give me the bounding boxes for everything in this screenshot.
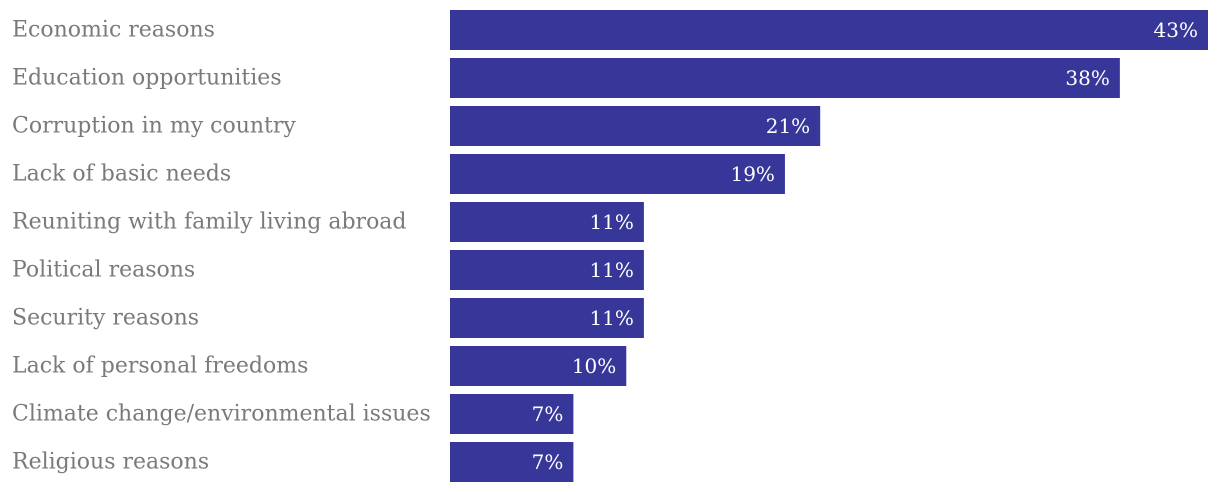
- bar-row: Security reasons 11%: [12, 298, 644, 338]
- value-label: 7%: [532, 450, 564, 474]
- bar-row: Corruption in my country 21%: [12, 106, 821, 146]
- bar: [450, 10, 1208, 50]
- bar: [450, 106, 821, 146]
- value-label: 11%: [589, 306, 633, 330]
- value-label: 7%: [532, 402, 564, 426]
- category-label: Political reasons: [12, 258, 195, 283]
- category-label: Security reasons: [12, 306, 199, 331]
- value-label: 10%: [572, 354, 616, 378]
- bar: [450, 346, 627, 386]
- category-label: Education opportunities: [12, 66, 282, 91]
- category-label: Corruption in my country: [12, 114, 296, 139]
- category-label: Reuniting with family living abroad: [12, 210, 407, 235]
- bar-row: Religious reasons 7%: [12, 442, 574, 482]
- category-label: Climate change/environmental issues: [12, 402, 431, 427]
- category-label: Lack of personal freedoms: [12, 354, 308, 379]
- bar-row: Reuniting with family living abroad 11%: [12, 202, 644, 242]
- bar-row: Lack of personal freedoms 10%: [12, 346, 627, 386]
- category-label: Lack of basic needs: [12, 162, 231, 187]
- bars-group: Economic reasons 43% Education opportuniti…: [12, 10, 1208, 482]
- value-label: 43%: [1154, 18, 1198, 42]
- category-label: Economic reasons: [12, 18, 215, 43]
- value-label: 19%: [730, 162, 774, 186]
- value-label: 38%: [1065, 66, 1109, 90]
- bar-row: Climate change/environmental issues 7%: [12, 394, 574, 434]
- category-label: Religious reasons: [12, 450, 209, 475]
- bar: [450, 154, 785, 194]
- bar-row: Economic reasons 43%: [12, 10, 1208, 50]
- bar: [450, 250, 644, 290]
- bar: [450, 442, 574, 482]
- bar: [450, 394, 574, 434]
- bar: [450, 202, 644, 242]
- value-label: 11%: [589, 258, 633, 282]
- bar: [450, 58, 1120, 98]
- bar-row: Education opportunities 38%: [12, 58, 1120, 98]
- value-label: 11%: [589, 210, 633, 234]
- bar-row: Lack of basic needs 19%: [12, 154, 785, 194]
- bar: [450, 298, 644, 338]
- bar-row: Political reasons 11%: [12, 250, 644, 290]
- value-label: 21%: [766, 114, 810, 138]
